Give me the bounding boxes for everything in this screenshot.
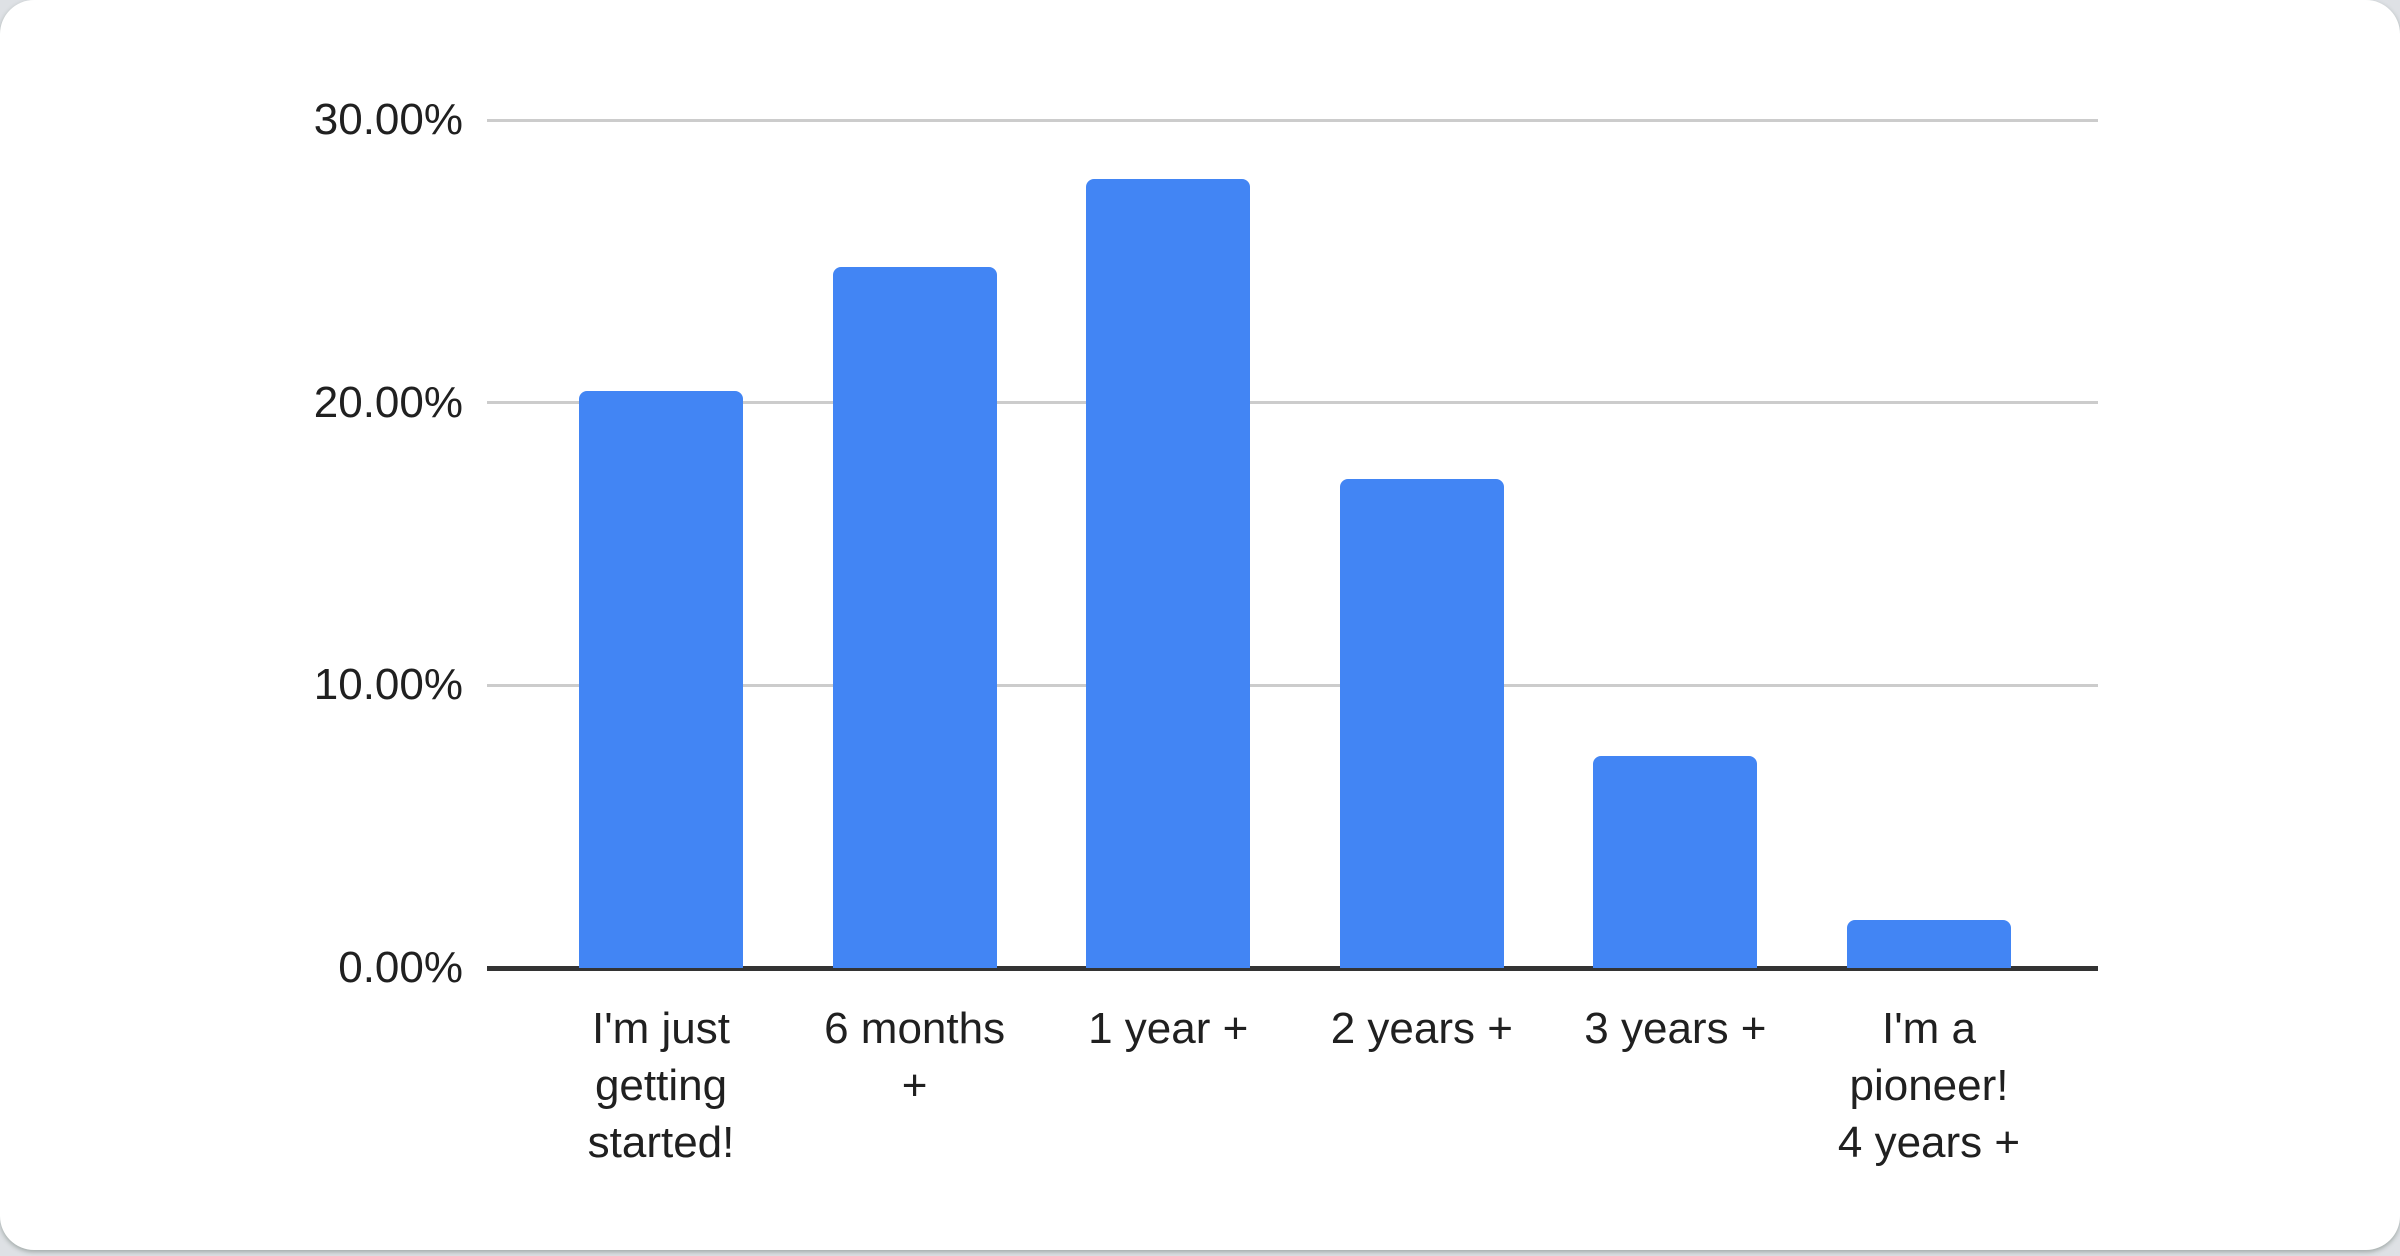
bar-2[interactable] bbox=[832, 266, 997, 968]
y-axis-tick-label: 0.00% bbox=[338, 943, 463, 992]
grid-line bbox=[487, 118, 2098, 122]
y-axis-tick-label: 20.00% bbox=[313, 377, 463, 427]
grid-line bbox=[487, 401, 2098, 405]
x-axis-category-label: I'm a pioneer! 4 years + bbox=[1837, 1004, 2021, 1167]
y-axis-tick-label: 30.00% bbox=[313, 95, 463, 144]
x-axis-category-label: I'm just getting started! bbox=[587, 1004, 735, 1167]
x-axis-category-label: 1 year + bbox=[1088, 1004, 1249, 1053]
grid-line bbox=[487, 683, 2098, 687]
bar-3[interactable] bbox=[1086, 179, 1251, 968]
x-axis-category-label: 3 years + bbox=[1584, 1004, 1767, 1053]
bar-5[interactable] bbox=[1593, 756, 1758, 968]
bar-1[interactable] bbox=[579, 391, 743, 968]
bar-6[interactable] bbox=[1847, 919, 2011, 968]
y-axis-tick-label: 10.00% bbox=[313, 660, 463, 710]
x-axis-baseline bbox=[487, 965, 2098, 971]
x-axis-category-label: 6 months + bbox=[824, 1004, 1006, 1110]
bar-4[interactable] bbox=[1339, 478, 1504, 968]
x-axis-category-label: 2 years + bbox=[1330, 1004, 1513, 1053]
